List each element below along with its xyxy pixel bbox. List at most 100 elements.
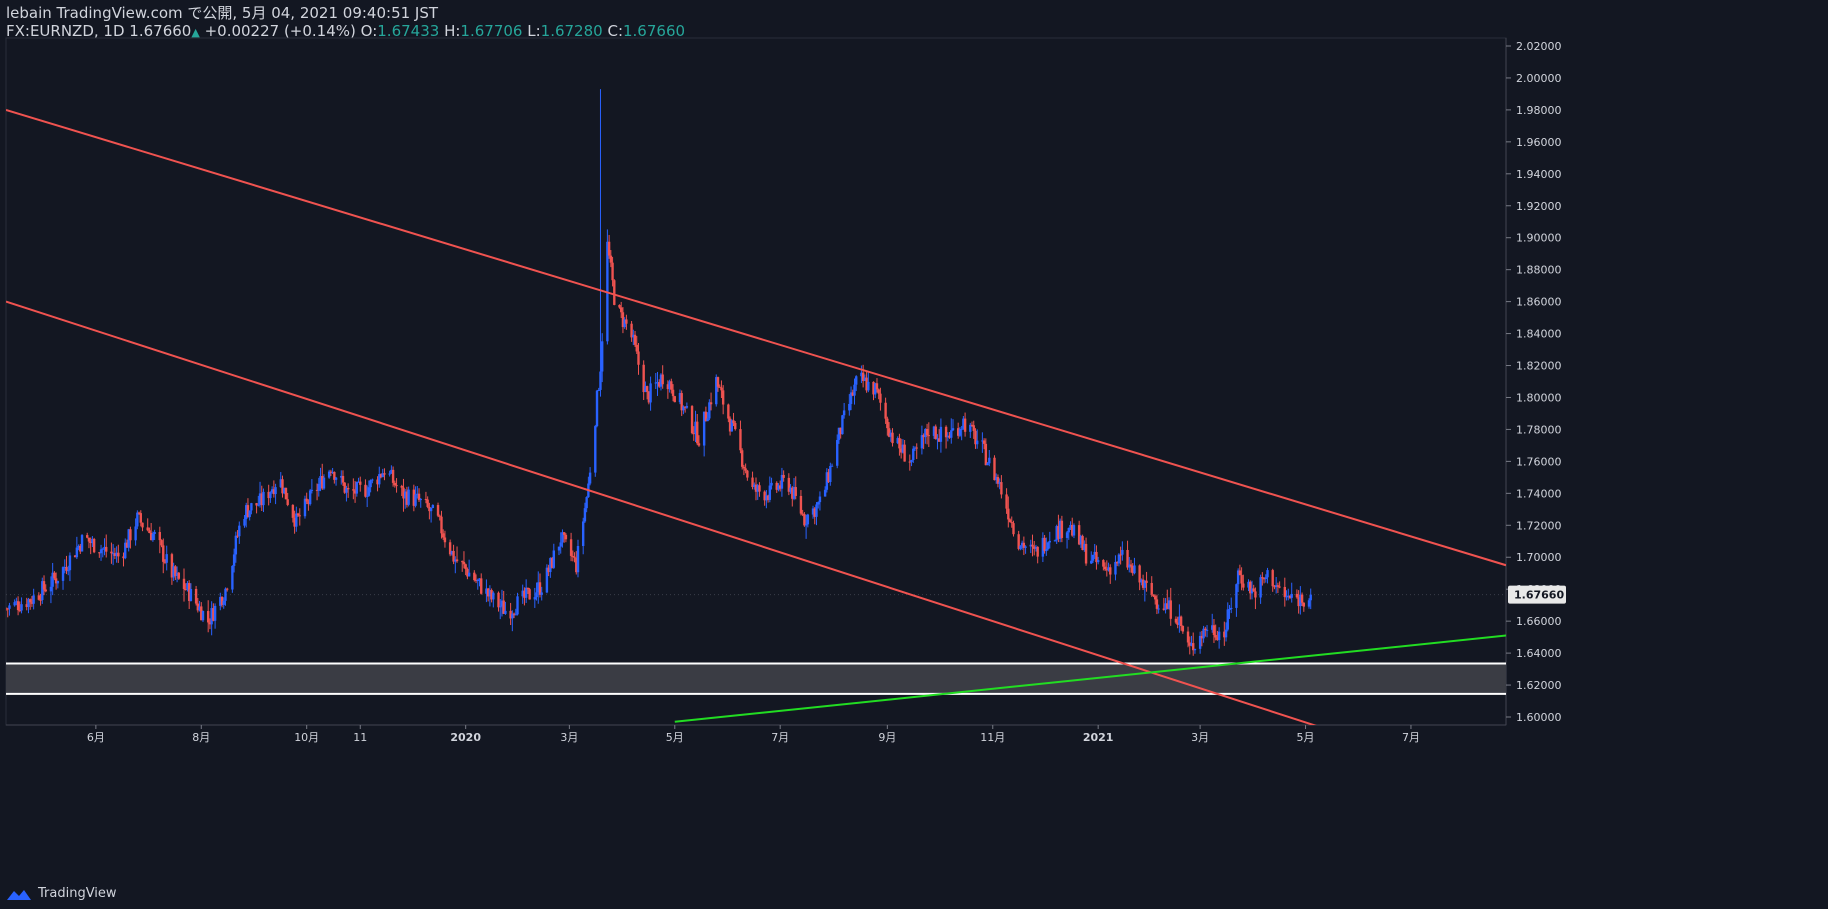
candle: [42, 575, 46, 596]
candle: [341, 470, 345, 486]
candle-body: [274, 487, 277, 495]
candle-body: [98, 552, 101, 554]
candle-body: [975, 440, 979, 445]
candle-body: [611, 262, 614, 281]
candle: [1157, 604, 1160, 614]
candle: [813, 507, 816, 525]
candle-body: [476, 579, 479, 582]
candle-body: [303, 498, 307, 517]
candle: [162, 538, 165, 574]
candle-body: [1033, 546, 1036, 549]
candle: [1046, 541, 1050, 551]
candle-body: [500, 600, 504, 607]
candle: [559, 532, 562, 554]
y-tick-label: 1.84000: [1516, 328, 1562, 341]
candle-body: [499, 606, 502, 608]
candle: [1057, 514, 1060, 543]
candle-body: [813, 508, 816, 517]
candle-body: [30, 602, 34, 604]
candle: [37, 592, 41, 601]
candle-body: [842, 410, 846, 416]
candle-body: [305, 498, 308, 502]
candle-body: [353, 490, 357, 494]
candle: [872, 381, 875, 401]
candle: [1285, 590, 1288, 601]
candle: [1186, 626, 1190, 648]
candle-body: [419, 499, 422, 501]
candle: [1102, 559, 1105, 571]
candle: [1166, 589, 1169, 610]
candle-body: [225, 588, 229, 590]
candle: [1230, 597, 1233, 614]
candle-body: [1029, 544, 1032, 547]
candle: [673, 395, 676, 403]
candle: [982, 438, 986, 450]
candle: [177, 571, 181, 580]
candle: [658, 379, 661, 388]
candle: [359, 476, 362, 492]
candle-body: [946, 435, 950, 438]
candle-body: [1278, 586, 1281, 588]
candle: [562, 532, 566, 543]
candle: [194, 585, 198, 606]
candle-body: [20, 604, 23, 611]
candle-body: [920, 435, 924, 449]
candle-body: [1069, 524, 1072, 528]
footer: TradingView: [6, 886, 117, 901]
candle: [583, 502, 587, 523]
candle-body: [56, 580, 60, 584]
y-tick-label: 1.70000: [1516, 551, 1562, 564]
candle-body: [502, 600, 505, 614]
candle-body: [1121, 549, 1124, 555]
candle: [245, 502, 248, 528]
candle-body: [1019, 545, 1022, 549]
candle-body: [803, 514, 806, 526]
candle: [137, 511, 141, 515]
candle: [1091, 554, 1095, 563]
candle-body: [932, 426, 936, 436]
candle: [438, 514, 441, 521]
candle-body: [28, 599, 32, 603]
candle: [321, 463, 324, 490]
candle-body: [1216, 637, 1219, 641]
candle: [99, 544, 103, 561]
candle: [889, 429, 892, 442]
tradingview-logo-icon[interactable]: [6, 887, 32, 901]
candle: [742, 464, 746, 476]
candle-body: [1145, 580, 1148, 583]
candle-body: [54, 578, 58, 584]
candle-body: [982, 440, 986, 444]
candle: [331, 467, 334, 474]
candle: [1202, 625, 1205, 643]
candle: [1287, 588, 1290, 601]
candle: [234, 531, 238, 563]
y-tick-label: 1.90000: [1516, 232, 1562, 245]
candle-body: [315, 489, 319, 491]
candle: [213, 603, 217, 629]
candle: [1093, 543, 1096, 559]
candle: [151, 531, 155, 542]
candle-body: [1302, 602, 1306, 607]
candle-body: [594, 426, 597, 473]
candle-body: [417, 493, 421, 501]
candle: [98, 552, 101, 558]
candle: [607, 234, 611, 259]
candle: [970, 421, 974, 427]
candle-body: [461, 561, 464, 563]
candle-body: [818, 496, 822, 503]
candle: [927, 422, 931, 447]
candle-body: [963, 418, 967, 432]
candle-body: [87, 537, 91, 542]
publish-line: lebain TradingView.com で公開, 5月 04, 2021 …: [6, 4, 685, 22]
candle: [54, 572, 58, 590]
candle-body: [659, 374, 663, 387]
candle-body: [345, 487, 348, 493]
candle: [806, 513, 810, 528]
footer-brand[interactable]: TradingView: [38, 886, 117, 901]
candle: [210, 601, 213, 636]
candle: [1240, 567, 1243, 591]
candle: [379, 473, 383, 479]
candle-body: [89, 541, 92, 544]
symbol-label[interactable]: FX:EURNZD, 1D: [6, 22, 125, 40]
